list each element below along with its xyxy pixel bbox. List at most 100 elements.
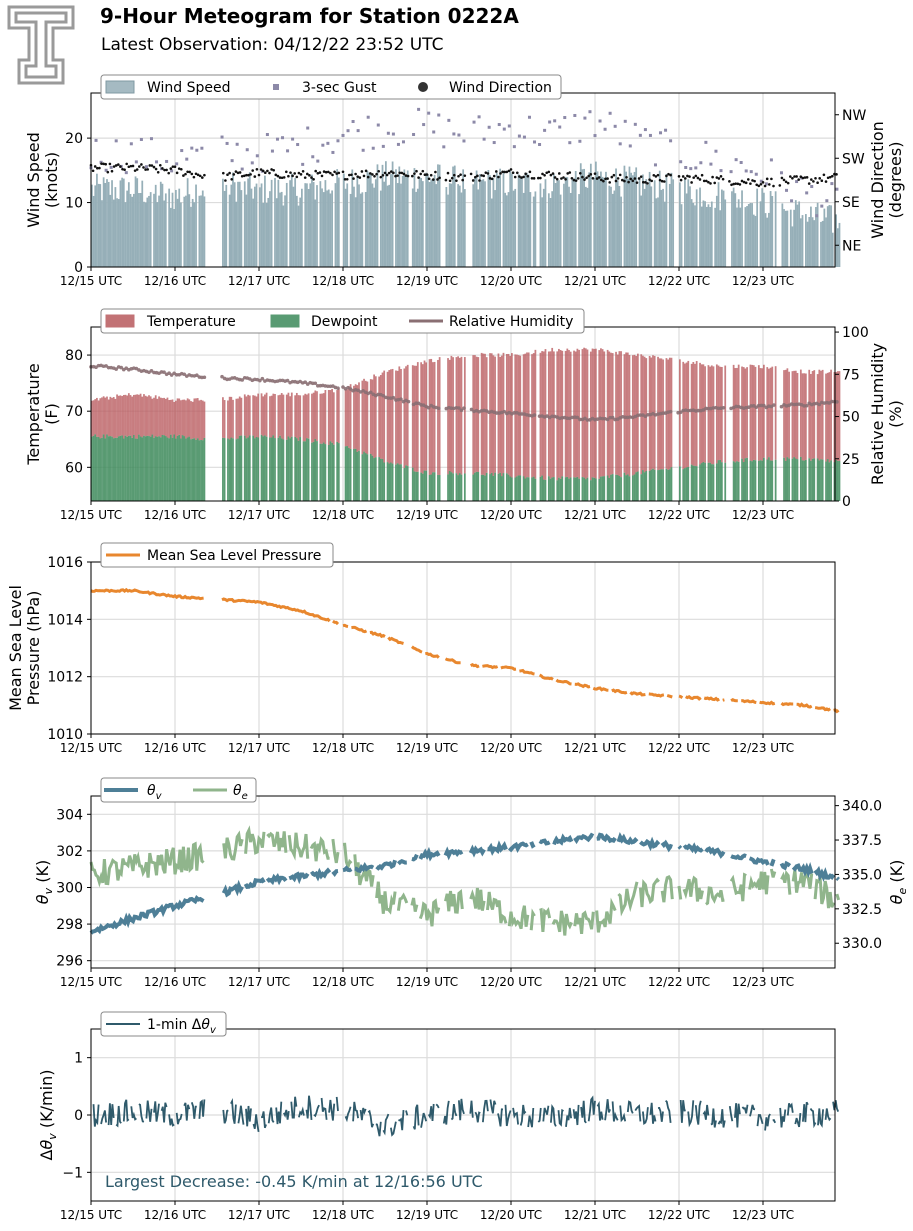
dew-bar: [299, 437, 302, 501]
dew-bar: [645, 470, 648, 501]
legend-swatch: [105, 80, 135, 94]
gust-point: [104, 168, 108, 172]
wind-direction-point: [669, 173, 672, 177]
wind-direction-point: [257, 173, 261, 177]
gust-point: [442, 145, 446, 149]
pressure-line: [684, 695, 702, 701]
temp-bar: [101, 397, 103, 438]
temp-bar: [324, 390, 327, 445]
temp-bar: [484, 353, 486, 476]
dtheta-line: [168, 1114, 175, 1127]
legend-label: Wind Speed: [147, 80, 231, 96]
wind-speed-bar: [301, 188, 303, 267]
wind-direction-point: [826, 176, 830, 180]
x-tick-label: 12/16 UTC: [144, 274, 206, 288]
temp-bar: [398, 366, 401, 465]
temp-bar: [96, 397, 98, 437]
temp-bar: [203, 401, 206, 438]
wind-direction-point: [738, 183, 742, 186]
wind-direction-point: [142, 166, 145, 169]
gust-point: [618, 142, 622, 146]
dew-bar: [542, 479, 545, 501]
temp-bar: [549, 351, 552, 479]
wind-speed-bar: [337, 177, 340, 267]
dew-bar: [107, 436, 110, 501]
dew-bar: [702, 462, 705, 501]
gust-point: [790, 199, 794, 203]
wind-direction-point: [381, 173, 385, 177]
temp-bar: [348, 386, 350, 448]
wind-direction-point: [511, 171, 515, 175]
dew-bar: [810, 460, 812, 501]
dtheta-line: [252, 1114, 260, 1133]
dew-bar: [302, 441, 305, 501]
pressure-line: [666, 693, 673, 699]
wind-speed-bar: [373, 187, 375, 267]
wind-direction-point: [167, 171, 170, 175]
dew-bar: [455, 473, 458, 501]
dew-bar: [324, 444, 327, 501]
wind-speed-bar: [264, 175, 266, 267]
dtheta-line: [190, 1102, 197, 1119]
dew-bar: [549, 478, 552, 501]
dew-bar: [277, 437, 280, 501]
wind-direction-point: [203, 173, 206, 177]
wind-direction-point: [413, 172, 416, 175]
wind-direction-point: [461, 178, 465, 182]
temp-bar: [826, 372, 829, 460]
wind-speed-bar: [692, 202, 695, 267]
temp-bar: [786, 368, 789, 458]
wind-direction-point: [648, 178, 651, 181]
theta-e-line: [486, 891, 508, 924]
wind-speed-bar: [526, 172, 528, 267]
wind-speed-bar: [117, 199, 120, 267]
temp-bar: [704, 366, 706, 463]
wind-speed-bar: [484, 181, 486, 267]
wind-speed-bar: [186, 178, 189, 267]
wind-direction-point: [259, 168, 263, 171]
temp-bar: [164, 398, 167, 437]
dew-bar: [625, 475, 627, 501]
wind-speed-bar: [154, 184, 157, 267]
wind-direction-point: [803, 176, 807, 179]
wind-direction-point: [816, 181, 819, 185]
temp-bar: [349, 384, 352, 450]
dew-bar: [348, 447, 350, 501]
wind-speed-bar: [514, 188, 517, 267]
dew-bar: [744, 458, 747, 501]
pressure-line: [703, 696, 720, 702]
wind-speed-bar: [306, 183, 308, 267]
temp-bar: [124, 394, 127, 436]
x-tick-label: 12/22 UTC: [648, 1208, 710, 1222]
theta-e-line: [331, 838, 340, 864]
wind-direction-point: [610, 175, 614, 179]
dtheta-line: [469, 1100, 474, 1118]
rh-point: [202, 375, 207, 380]
rh-point: [104, 364, 108, 368]
temp-bar: [547, 351, 550, 477]
temp-bar: [768, 368, 770, 458]
legend-box: [100, 1011, 227, 1037]
wind-speed-bar: [539, 183, 542, 267]
legend-swatch: [418, 82, 428, 92]
wind-direction-point: [700, 173, 704, 177]
dtheta-line: [474, 1111, 481, 1123]
wind-speed-bar: [390, 174, 392, 267]
dtheta-line: [390, 1121, 397, 1137]
wind-speed-bar: [821, 220, 824, 267]
temp-bar: [463, 357, 466, 474]
wind-direction-point: [390, 170, 393, 173]
wind-direction-point: [652, 173, 656, 177]
dew-bar: [274, 438, 276, 501]
gust-point: [779, 171, 783, 175]
wind-speed-bar: [381, 164, 384, 267]
wind-direction-point: [698, 178, 702, 181]
wind-direction-point: [234, 170, 238, 173]
y2-tick-label: 332.5: [842, 902, 882, 918]
theta-e-line: [813, 876, 836, 909]
wind-speed-bar: [529, 192, 532, 267]
legend-box: [100, 777, 257, 803]
temp-bar: [111, 397, 113, 437]
dew-bar: [662, 469, 664, 501]
temp-bar: [682, 361, 685, 470]
